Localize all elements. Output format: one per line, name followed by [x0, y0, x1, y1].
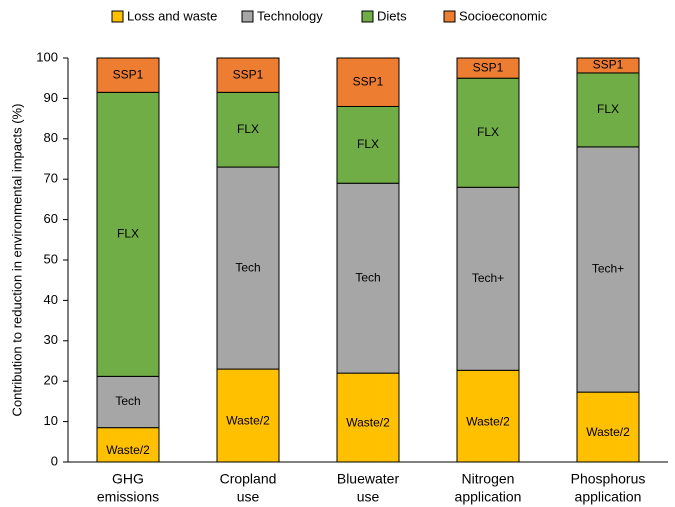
- bar-segment: [456, 369, 520, 463]
- y-tick-label: 10: [44, 413, 58, 428]
- bar-segment: [216, 57, 280, 93]
- y-tick-label: 40: [44, 292, 58, 307]
- x-tick-label: use: [357, 489, 380, 505]
- bar-segment: [456, 186, 520, 371]
- legend-label: Loss and waste: [127, 8, 217, 23]
- segment-label: SSP1: [473, 60, 504, 74]
- segment-label: SSP1: [593, 58, 624, 72]
- legend-label: Socioeconomic: [459, 8, 548, 23]
- segment-label: FLX: [477, 125, 499, 139]
- y-tick-label: 90: [44, 90, 58, 105]
- x-tick-label: Phosphorus: [571, 471, 646, 487]
- segment-label: FLX: [357, 137, 379, 151]
- segment-label: Tech: [115, 394, 140, 408]
- x-tick-label: use: [237, 489, 260, 505]
- bar-segment: [576, 146, 640, 393]
- bar-segment: [336, 182, 400, 374]
- bar-segment: [216, 368, 280, 463]
- y-tick-label: 70: [44, 171, 58, 186]
- bar-segment: [576, 57, 640, 74]
- x-tick-label: emissions: [97, 489, 159, 505]
- segment-label: Tech: [235, 260, 260, 274]
- segment-label: SSP1: [113, 67, 144, 81]
- legend-label: Technology: [257, 8, 323, 23]
- y-axis-label: Contribution to reduction in environment…: [9, 104, 24, 417]
- y-tick-label: 20: [44, 373, 58, 388]
- segment-label: Waste/2: [106, 443, 150, 457]
- segment-label: FLX: [117, 227, 139, 241]
- bar-segment: [216, 166, 280, 370]
- segment-label: Waste/2: [346, 416, 390, 430]
- segment-label: FLX: [597, 102, 619, 116]
- y-tick-label: 30: [44, 332, 58, 347]
- segment-label: SSP1: [233, 67, 264, 81]
- segment-label: Waste/2: [586, 425, 630, 439]
- segment-label: FLX: [237, 122, 259, 136]
- bar-segment: [216, 91, 280, 168]
- segment-label: Tech+: [472, 271, 504, 285]
- segment-label: Waste/2: [226, 414, 270, 428]
- segment-label: Waste/2: [466, 414, 510, 428]
- y-tick-label: 50: [44, 251, 58, 266]
- y-tick-label: 60: [44, 211, 58, 226]
- legend-label: Diets: [377, 8, 407, 23]
- segment-label: SSP1: [353, 74, 384, 88]
- bar-segment: [96, 91, 160, 377]
- x-tick-label: application: [575, 489, 642, 505]
- bar-segment: [456, 57, 520, 79]
- y-tick-label: 0: [51, 453, 58, 468]
- bar-segment: [576, 391, 640, 463]
- bar-segment: [456, 77, 520, 188]
- x-tick-label: Bluewater: [337, 471, 400, 487]
- legend-swatch: [443, 10, 456, 23]
- legend-swatch: [111, 10, 124, 23]
- y-tick-label: 80: [44, 130, 58, 145]
- bar-segment: [96, 427, 160, 463]
- segment-label: Tech: [355, 270, 380, 284]
- x-tick-label: GHG: [112, 471, 144, 487]
- bar-segment: [336, 372, 400, 463]
- x-tick-label: Cropland: [220, 471, 277, 487]
- legend-swatch: [361, 10, 374, 23]
- bar-segment: [336, 57, 400, 107]
- segment-label: Tech+: [592, 262, 624, 276]
- x-tick-label: Nitrogen: [462, 471, 515, 487]
- legend-swatch: [241, 10, 254, 23]
- y-tick-label: 100: [36, 49, 58, 64]
- x-tick-label: application: [455, 489, 522, 505]
- bar-segment: [96, 375, 160, 429]
- bar-segment: [96, 57, 160, 93]
